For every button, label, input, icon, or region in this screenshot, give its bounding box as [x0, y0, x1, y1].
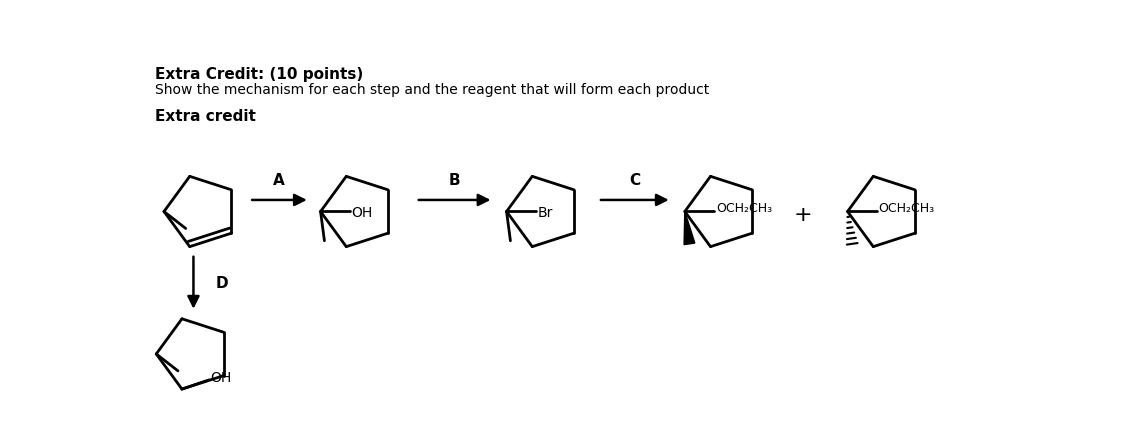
Text: Br: Br: [537, 206, 553, 220]
Text: OH: OH: [211, 371, 232, 385]
Text: +: +: [794, 205, 813, 225]
Text: Extra Credit: (10 points): Extra Credit: (10 points): [154, 67, 363, 83]
Text: Show the mechanism for each step and the reagent that will form each product: Show the mechanism for each step and the…: [154, 83, 709, 97]
Polygon shape: [685, 211, 695, 245]
Text: OCH₂CH₃: OCH₂CH₃: [878, 202, 935, 215]
Text: A: A: [272, 173, 285, 188]
Text: C: C: [629, 173, 641, 188]
Text: B: B: [449, 173, 461, 188]
Text: OCH₂CH₃: OCH₂CH₃: [716, 202, 772, 215]
Text: Extra credit: Extra credit: [154, 109, 256, 124]
Text: D: D: [215, 276, 227, 291]
Text: OH: OH: [351, 206, 373, 220]
